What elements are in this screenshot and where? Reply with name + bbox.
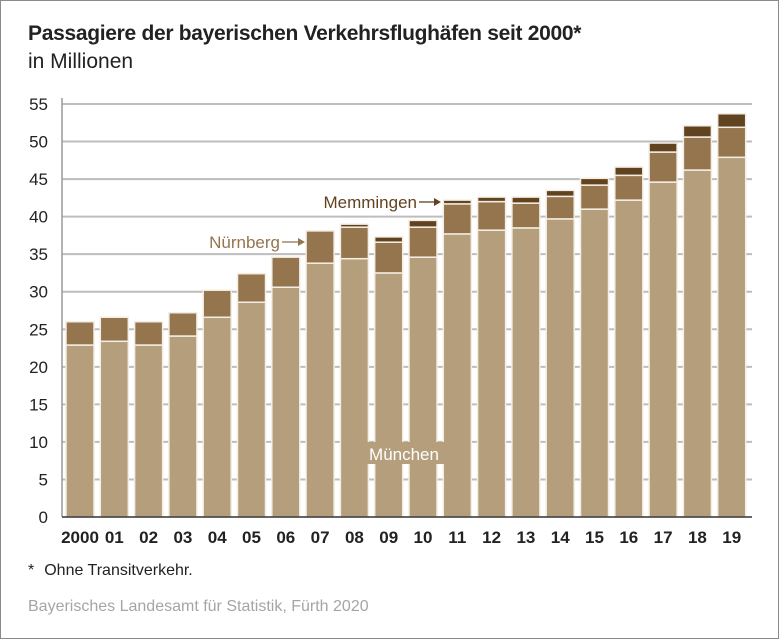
bar-segment-mnchen bbox=[442, 233, 473, 518]
x-tick-label: 16 bbox=[619, 528, 638, 547]
bar-segment-nrnberg bbox=[202, 289, 232, 319]
bar-segment-nrnberg bbox=[99, 316, 130, 343]
y-tick-label: 50 bbox=[29, 133, 48, 152]
bar-segment-mnchen bbox=[408, 256, 438, 518]
bar-segment-memmingen bbox=[442, 199, 473, 205]
bar-segment-nrnberg bbox=[271, 256, 301, 288]
x-tick-label: 01 bbox=[105, 528, 124, 547]
y-tick-label: 35 bbox=[29, 245, 48, 264]
bar-segment-memmingen bbox=[648, 142, 678, 153]
bar-segment-mnchen bbox=[614, 199, 644, 518]
footnote-text: Ohne Transitverkehr. bbox=[44, 562, 193, 579]
bar-segment-mnchen bbox=[648, 181, 678, 518]
chart-subtitle: in Millionen bbox=[28, 50, 134, 73]
bar-segment-nrnberg bbox=[545, 195, 575, 220]
y-tick-label: 30 bbox=[29, 283, 48, 302]
bar-segment-nrnberg bbox=[511, 202, 541, 229]
bar-segment-memmingen bbox=[716, 113, 747, 129]
bar-segment-nrnberg bbox=[168, 312, 198, 337]
bar-segment-memmingen bbox=[511, 196, 541, 204]
bar-segment-nrnberg bbox=[442, 203, 473, 235]
bar-segment-mnchen bbox=[339, 257, 370, 518]
bar-segment-nrnberg bbox=[236, 272, 267, 303]
munich-label: München bbox=[369, 445, 439, 464]
y-tick-label: 40 bbox=[29, 208, 48, 227]
footnote-marker: * bbox=[28, 562, 35, 579]
bar-segment-mnchen bbox=[236, 301, 267, 518]
bar-segment-mnchen bbox=[476, 229, 507, 518]
bar-segment-mnchen bbox=[545, 218, 575, 518]
x-tick-label: 08 bbox=[345, 528, 364, 547]
memmingen-label: Memmingen bbox=[323, 193, 417, 212]
y-tick-label: 10 bbox=[29, 433, 48, 452]
bar-segment-nrnberg bbox=[682, 136, 713, 171]
y-tick-label: 0 bbox=[39, 508, 48, 527]
x-tick-label: 03 bbox=[173, 528, 192, 547]
nuremberg-arrowhead bbox=[298, 238, 305, 246]
x-tick-label: 18 bbox=[688, 528, 707, 547]
x-tick-label: 05 bbox=[242, 528, 261, 547]
bar-segment-nrnberg bbox=[476, 200, 507, 231]
bar-segment-nrnberg bbox=[133, 321, 164, 346]
x-tick-label: 13 bbox=[516, 528, 535, 547]
y-tick-label: 55 bbox=[29, 95, 48, 114]
bar-segment-mnchen bbox=[133, 344, 164, 518]
x-tick-label: 12 bbox=[482, 528, 501, 547]
bar-segment-memmingen bbox=[545, 189, 575, 198]
bar-segment-nrnberg bbox=[339, 226, 370, 260]
nuremberg-label: Nürnberg bbox=[209, 233, 280, 252]
bar-segment-mnchen bbox=[579, 208, 610, 518]
bar-segment-mnchen bbox=[682, 169, 713, 518]
bar-segment-mnchen bbox=[716, 156, 747, 518]
bar-segment-nrnberg bbox=[614, 174, 644, 201]
x-tick-label: 2000 bbox=[61, 528, 99, 547]
bar-segment-mnchen bbox=[168, 335, 198, 518]
source-note: Bayerisches Landesamt für Statistik, Für… bbox=[28, 598, 369, 615]
chart-title: Passagiere der bayerischen Verkehrsflugh… bbox=[28, 22, 582, 45]
x-tick-label: 19 bbox=[722, 528, 741, 547]
bar-segment-nrnberg bbox=[408, 226, 438, 258]
memmingen-arrowhead bbox=[434, 198, 441, 206]
bar-segment-memmingen bbox=[408, 219, 438, 228]
x-tick-label: 11 bbox=[448, 528, 466, 547]
bar-segment-nrnberg bbox=[716, 126, 747, 159]
x-tick-label: 15 bbox=[585, 528, 604, 547]
x-tick-label: 04 bbox=[208, 528, 227, 547]
x-tick-label: 06 bbox=[276, 528, 295, 547]
bar-segment-mnchen bbox=[511, 227, 541, 518]
bar-segment-nrnberg bbox=[579, 184, 610, 210]
bar-segment-mnchen bbox=[65, 344, 95, 518]
bar-segment-mnchen bbox=[373, 272, 404, 518]
x-tick-label: 09 bbox=[379, 528, 398, 547]
bar-segment-memmingen bbox=[579, 177, 610, 186]
x-tick-label: 10 bbox=[414, 528, 433, 547]
munich-label-bg bbox=[362, 442, 446, 464]
footnote: * Ohne Transitverkehr. bbox=[28, 562, 193, 580]
bar-segment-nrnberg bbox=[305, 230, 335, 264]
bar-segment-nrnberg bbox=[373, 241, 404, 274]
bar-segment-memmingen bbox=[476, 196, 507, 203]
bar-segment-memmingen bbox=[614, 166, 644, 177]
bar-segment-mnchen bbox=[305, 262, 335, 518]
x-tick-label: 14 bbox=[551, 528, 570, 547]
bar-segment-memmingen bbox=[373, 236, 404, 243]
x-tick-label: 02 bbox=[139, 528, 158, 547]
bar-segment-memmingen bbox=[339, 223, 370, 228]
bar-segment-mnchen bbox=[271, 286, 301, 518]
y-tick-label: 20 bbox=[29, 358, 48, 377]
y-tick-label: 25 bbox=[29, 320, 48, 339]
bar-segment-memmingen bbox=[682, 125, 713, 138]
y-tick-label: 5 bbox=[39, 470, 48, 489]
bar-segment-mnchen bbox=[99, 340, 130, 518]
bar-segment-nrnberg bbox=[648, 151, 678, 183]
x-tick-label: 17 bbox=[654, 528, 673, 547]
x-tick-label: 07 bbox=[311, 528, 330, 547]
bar-segment-nrnberg bbox=[65, 321, 95, 346]
y-tick-label: 45 bbox=[29, 170, 48, 189]
y-tick-label: 15 bbox=[29, 395, 48, 414]
bar-segment-mnchen bbox=[202, 316, 232, 518]
